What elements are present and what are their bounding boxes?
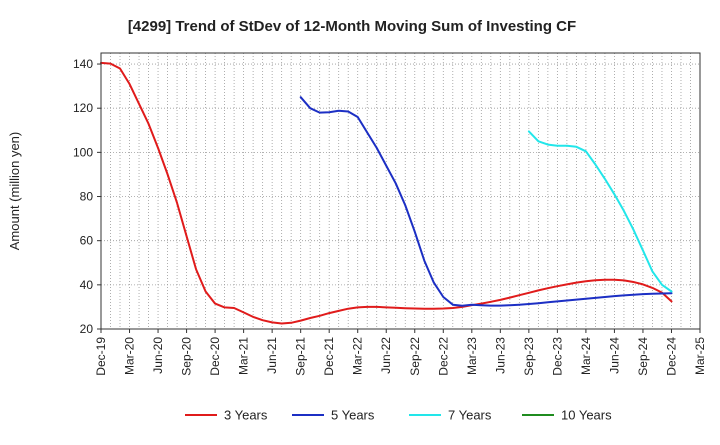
x-tick-label: Dec-21 bbox=[322, 337, 336, 376]
x-tick-label: Sep-23 bbox=[522, 337, 536, 376]
y-axis-label: Amount (million yen) bbox=[7, 132, 22, 251]
x-tick-label: Mar-20 bbox=[123, 337, 137, 375]
x-tick-label: Mar-22 bbox=[351, 337, 365, 375]
x-tick-label: Mar-21 bbox=[237, 337, 251, 375]
y-tick-label: 80 bbox=[80, 190, 94, 204]
legend-label: 10 Years bbox=[561, 408, 612, 423]
series-line-3-years bbox=[100, 61, 673, 325]
chart-title: [4299] Trend of StDev of 12-Month Moving… bbox=[128, 18, 576, 35]
x-tick-label: Jun-22 bbox=[379, 337, 393, 374]
x-tick-label: Dec-19 bbox=[94, 337, 108, 376]
series-layer bbox=[100, 61, 673, 325]
x-tick-label: Dec-23 bbox=[550, 337, 564, 376]
y-tick-label: 60 bbox=[80, 234, 94, 248]
x-tick-label: Dec-20 bbox=[208, 337, 222, 376]
x-tick-label: Mar-23 bbox=[465, 337, 479, 375]
y-tick-label: 40 bbox=[80, 278, 94, 292]
x-tick-label: Jun-24 bbox=[607, 337, 621, 374]
legend-label: 5 Years bbox=[331, 408, 375, 423]
legend-item-7-years: 7 Years bbox=[409, 408, 492, 423]
legend-item-5-years: 5 Years bbox=[292, 408, 375, 423]
grid-layer bbox=[101, 53, 700, 329]
legend-item-10-years: 10 Years bbox=[522, 408, 612, 423]
x-tick-label: Mar-24 bbox=[579, 337, 593, 375]
series-line-5-years bbox=[299, 96, 673, 307]
x-tick-label: Jun-21 bbox=[265, 337, 279, 374]
legend: 3 Years 5 Years 7 Years 10 Years bbox=[185, 408, 612, 423]
x-tick-label: Sep-21 bbox=[294, 337, 308, 376]
series-line-7-years bbox=[527, 130, 673, 293]
x-tick-label: Jun-23 bbox=[493, 337, 507, 374]
x-tick-label: Dec-24 bbox=[664, 337, 678, 376]
x-tick-label: Dec-22 bbox=[436, 337, 450, 376]
y-tick-label: 120 bbox=[73, 101, 93, 115]
legend-label: 7 Years bbox=[448, 408, 492, 423]
x-tick-label: Mar-25 bbox=[693, 337, 707, 375]
y-tick-label: 100 bbox=[73, 145, 93, 159]
plot-frame bbox=[100, 52, 701, 330]
x-tick-label: Sep-20 bbox=[180, 337, 194, 376]
x-tick-label: Jun-20 bbox=[151, 337, 165, 374]
legend-item-3-years: 3 Years bbox=[185, 408, 268, 423]
legend-label: 3 Years bbox=[224, 408, 268, 423]
y-tick-label: 140 bbox=[73, 57, 93, 71]
x-tick-label: Sep-24 bbox=[636, 337, 650, 376]
x-tick-label: Sep-22 bbox=[408, 337, 422, 376]
y-tick-label: 20 bbox=[80, 322, 94, 336]
tick-layer: 20 40 60 80 100 120 140 Dec-19 Mar-20 Jun-20 Sep-2… bbox=[73, 57, 707, 376]
